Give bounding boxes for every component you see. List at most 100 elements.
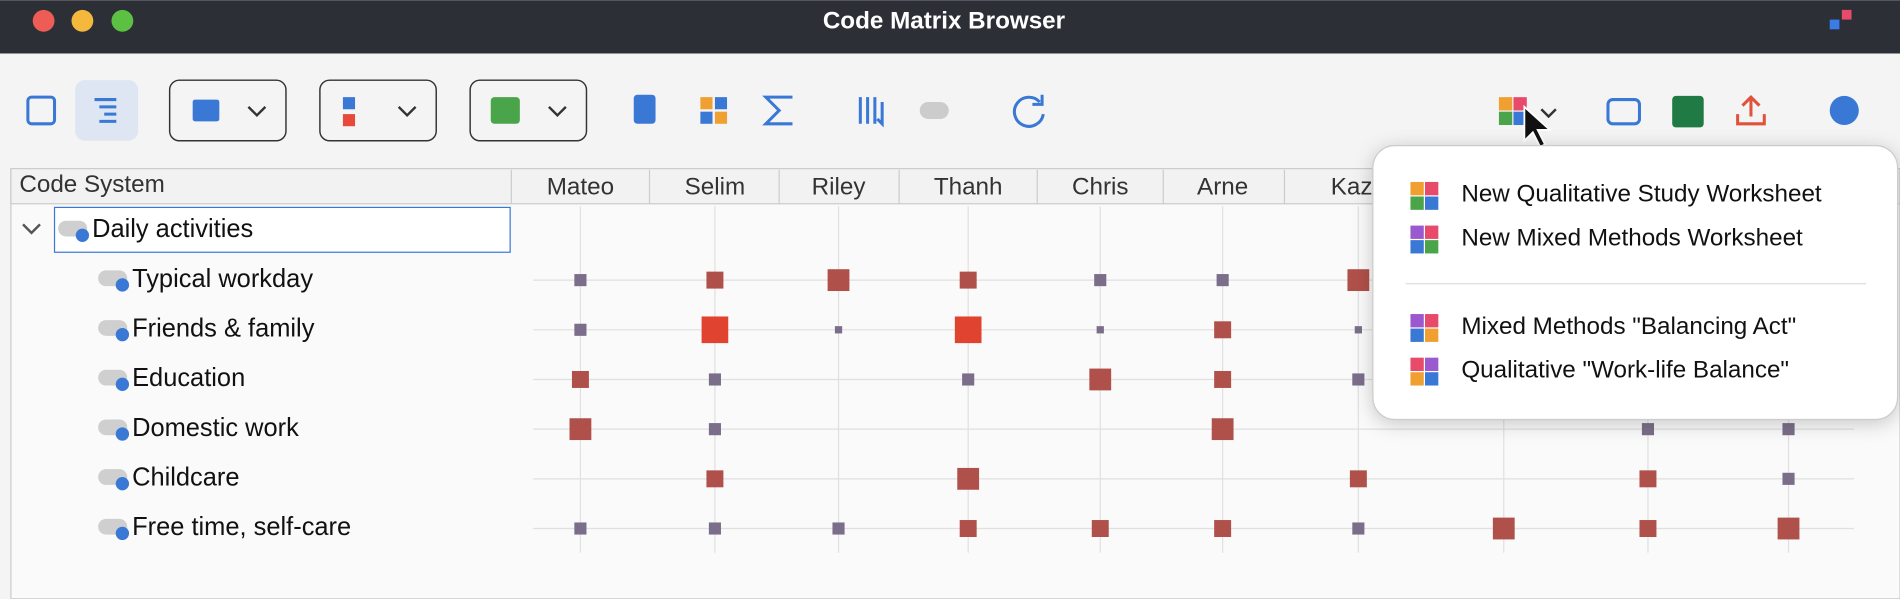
matrix-square[interactable] — [827, 269, 850, 292]
matrix-square[interactable] — [1216, 274, 1229, 287]
matrix-square[interactable] — [708, 423, 721, 436]
matrix-square[interactable] — [1214, 370, 1232, 388]
matrix-square[interactable] — [1352, 373, 1365, 386]
matrix-square[interactable] — [1777, 517, 1800, 540]
matrix-square[interactable] — [1782, 472, 1795, 485]
excel-button[interactable] — [1672, 95, 1704, 128]
matrix-square[interactable] — [1492, 517, 1515, 540]
menu-icon — [1425, 314, 1439, 328]
menu-icon — [1425, 196, 1439, 210]
export-button[interactable] — [1736, 94, 1766, 126]
matrix: Code System Mateo Selim Riley Thanh Chris Arne… — [19, 169, 1854, 553]
code-label[interactable]: Friends & family — [132, 315, 315, 343]
matrix-square[interactable] — [954, 316, 982, 344]
menu-item[interactable]: New Mixed Methods Worksheet — [1461, 224, 1803, 251]
matrix-square[interactable] — [959, 520, 977, 537]
menu-icon — [1410, 196, 1424, 210]
matrix-square[interactable] — [1214, 520, 1232, 537]
menu-icon — [1410, 357, 1424, 371]
code-label[interactable]: Domestic work — [132, 414, 299, 442]
matrix-square[interactable] — [832, 522, 845, 535]
menu-icon — [1410, 240, 1424, 254]
matrix-square[interactable] — [959, 271, 977, 289]
matrix-square[interactable] — [571, 370, 589, 388]
toolbar-buttons — [26, 79, 1859, 149]
close-button[interactable] — [32, 9, 55, 32]
code-icon-dot — [115, 327, 130, 342]
menu-icon — [1425, 357, 1439, 371]
matrix-square[interactable] — [1352, 522, 1365, 535]
display-dropdown[interactable] — [469, 79, 588, 142]
menu-icon — [1425, 181, 1439, 196]
code-label[interactable]: Free time, self-care — [132, 513, 351, 541]
matrix-square[interactable] — [574, 522, 587, 535]
view-dropdown[interactable] — [168, 79, 287, 142]
toggle-button[interactable] — [919, 101, 949, 119]
codes-dropdown[interactable] — [319, 79, 437, 142]
menu-item[interactable]: New Qualitative Study Worksheet — [1461, 181, 1822, 208]
matrix-square[interactable] — [569, 418, 592, 441]
menu-icon — [1410, 181, 1424, 196]
matrix-square[interactable] — [574, 274, 587, 287]
matrix-square[interactable] — [1347, 269, 1370, 292]
menu-icon — [1425, 225, 1439, 239]
matrix-square[interactable] — [1091, 520, 1109, 537]
matrix-square[interactable] — [1641, 423, 1655, 436]
code-icon-dot — [75, 228, 90, 242]
code-label[interactable]: Childcare — [132, 464, 239, 492]
code-label[interactable]: Typical workday — [132, 265, 313, 293]
matrix-square[interactable] — [1214, 321, 1232, 339]
help-button[interactable] — [1829, 95, 1859, 126]
code-icon-dot — [115, 526, 130, 541]
matrix-square[interactable] — [1639, 520, 1657, 537]
column-header: Chris — [1072, 173, 1129, 200]
matrix-square[interactable] — [574, 323, 587, 336]
code-icon-dot — [115, 278, 130, 292]
matrix-square[interactable] — [706, 470, 724, 488]
matrix-square[interactable] — [708, 522, 721, 535]
sort-button[interactable] — [858, 97, 884, 128]
matrix-square[interactable] — [1354, 326, 1362, 334]
title-bar — [0, 0, 1900, 54]
column-header: Riley — [812, 173, 867, 200]
menu-item[interactable]: Mixed Methods "Balancing Act" — [1461, 313, 1796, 340]
matrix-square[interactable] — [1094, 274, 1107, 287]
matrix-square[interactable] — [1096, 326, 1104, 334]
window-title: Code Matrix Browser — [823, 7, 1066, 34]
list-button[interactable] — [75, 80, 139, 141]
menu-icon — [1425, 328, 1439, 342]
matrix-square[interactable] — [1211, 418, 1234, 441]
matrix-square[interactable] — [957, 467, 980, 490]
matrix-square[interactable] — [708, 373, 721, 386]
expand-chevron[interactable] — [22, 223, 41, 235]
code-label[interactable]: Education — [132, 364, 245, 392]
matrix-square[interactable] — [701, 316, 729, 344]
refresh-button[interactable] — [1012, 94, 1045, 128]
menu-item[interactable]: Qualitative "Work-life Balance" — [1461, 356, 1789, 383]
code-icon-dot — [115, 427, 130, 441]
menu-icon — [1410, 328, 1424, 342]
camera-button[interactable] — [1606, 98, 1641, 126]
matrix-square[interactable] — [706, 271, 724, 289]
grid-button[interactable] — [700, 97, 728, 124]
matrix-square[interactable] — [834, 326, 843, 334]
zoom-button[interactable] — [111, 9, 134, 32]
sum-button[interactable] — [762, 95, 793, 126]
matrix-square[interactable] — [1639, 470, 1657, 488]
matrix-square[interactable] — [1089, 368, 1112, 391]
doc-button[interactable] — [633, 94, 656, 124]
matrix-square[interactable] — [1782, 423, 1795, 436]
columns-button[interactable] — [26, 95, 57, 126]
parent-code[interactable]: Daily activities — [92, 215, 253, 243]
menu-icon — [1425, 372, 1439, 386]
matrix-square[interactable] — [962, 373, 975, 386]
context-menu: New Qualitative Study Worksheet New Mixed… — [1372, 145, 1899, 421]
code-icon-dot — [115, 477, 130, 491]
column-header: Thanh — [934, 173, 1003, 200]
minimize-button[interactable] — [71, 9, 94, 32]
list-icon — [94, 98, 117, 123]
matrix-square[interactable] — [1349, 470, 1367, 488]
menu-panel — [1372, 145, 1899, 421]
